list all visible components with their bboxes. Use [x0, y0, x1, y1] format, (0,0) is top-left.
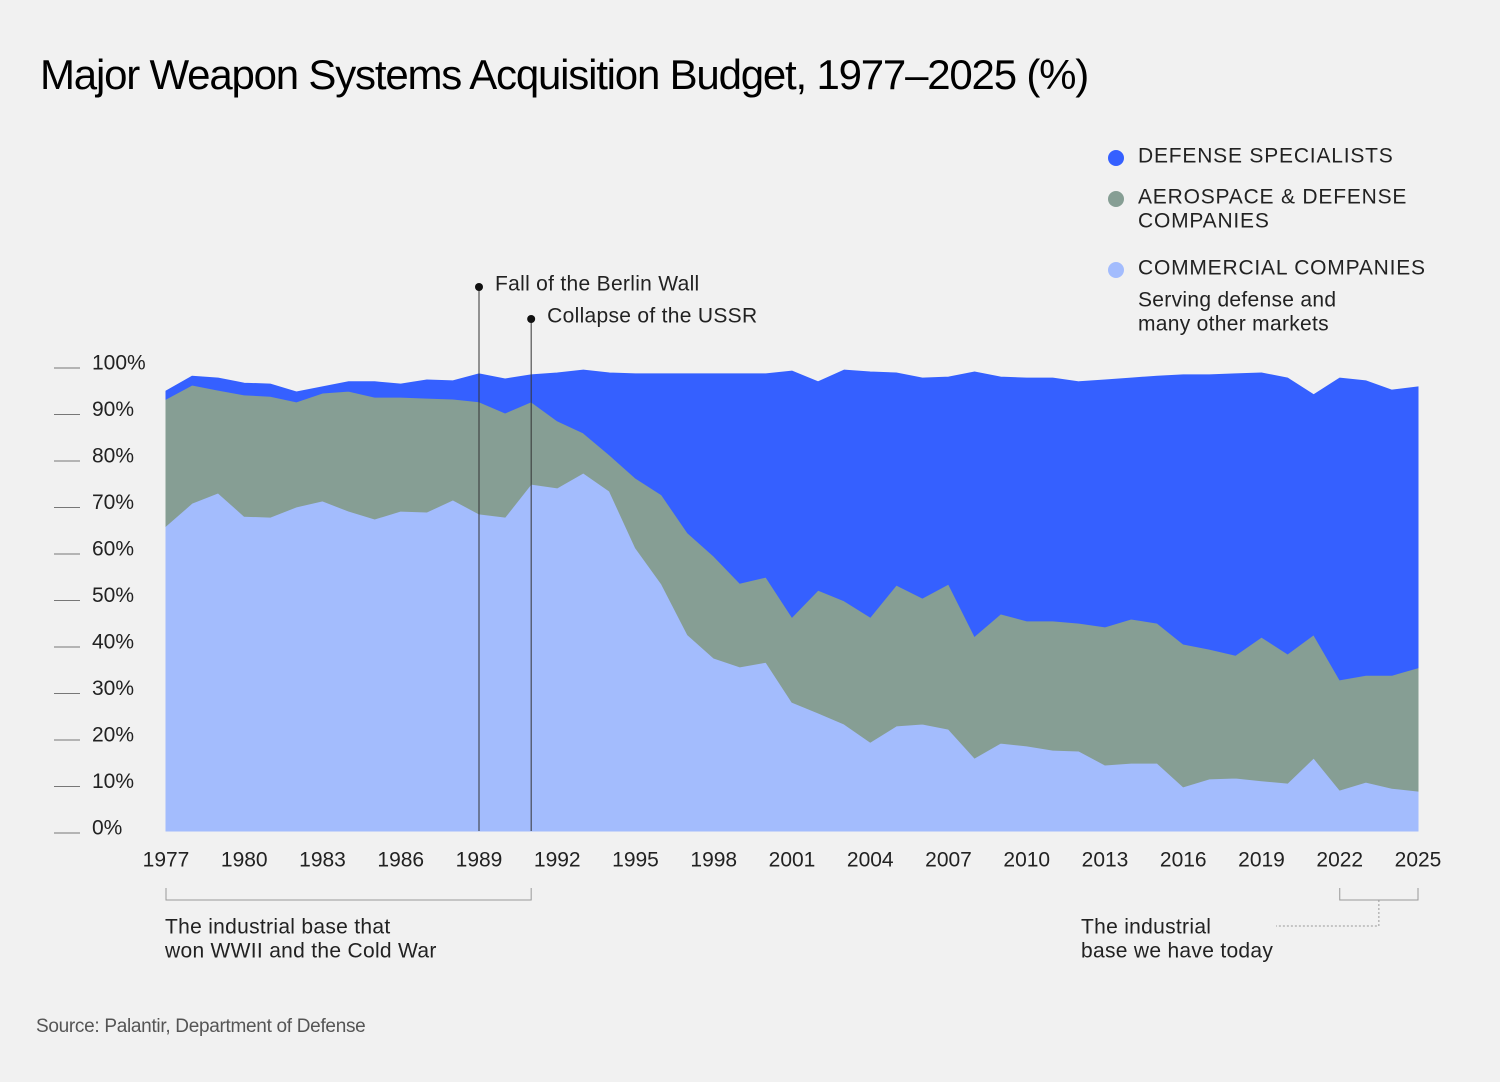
- legend-label: COMPANIES: [1138, 210, 1270, 233]
- annotation-dot: [527, 315, 536, 323]
- source: Source: Palantir, Department of Defense: [36, 1016, 365, 1037]
- x-tick-label: 1995: [612, 849, 659, 872]
- x-tick-label: 2019: [1238, 849, 1285, 872]
- y-tick-label: 0%: [92, 817, 122, 840]
- y-tick-label: 40%: [92, 631, 134, 654]
- bracket-text: The industrial: [1081, 916, 1211, 939]
- y-tick-label: 10%: [92, 770, 134, 793]
- x-tick-label: 2022: [1316, 849, 1363, 872]
- bracket: [165, 888, 532, 901]
- legend-label: COMMERCIAL COMPANIES: [1138, 257, 1426, 280]
- x-tick-label: 1980: [221, 849, 268, 872]
- legend-label: AEROSPACE & DEFENSE: [1138, 186, 1407, 209]
- y-tick-label: 60%: [92, 538, 134, 561]
- y-tick-label: 50%: [92, 584, 134, 607]
- area: [165, 369, 1419, 681]
- x-tick-label: 2007: [925, 849, 972, 872]
- bracket-text: won WWII and the Cold War: [164, 940, 437, 963]
- x-tick-label: 2001: [769, 849, 816, 872]
- annotation-text: Fall of the Berlin Wall: [495, 273, 700, 296]
- x-tick-label: 2013: [1082, 849, 1129, 872]
- y-tick-label: 20%: [92, 724, 134, 747]
- y-tick-label: 80%: [92, 445, 134, 468]
- y-tick-label: 100%: [92, 352, 146, 375]
- x-tick-label: 2016: [1160, 849, 1207, 872]
- x-tick-label: 1998: [690, 849, 737, 872]
- legend-description: Serving defense and: [1138, 289, 1336, 312]
- y-tick-label: 30%: [92, 677, 134, 700]
- y-tick-label: 90%: [92, 398, 134, 421]
- bracket-leader: [1276, 900, 1380, 927]
- legend-marker: [1108, 191, 1124, 207]
- legend-marker: [1108, 262, 1124, 278]
- bracket-text: base we have today: [1081, 940, 1273, 963]
- bracket-text: The industrial base that: [165, 916, 391, 939]
- legend-marker: [1108, 150, 1124, 166]
- x-tick-label: 2004: [847, 849, 894, 872]
- x-tick-label: 1989: [456, 849, 503, 872]
- annotation-text: Collapse of the USSR: [547, 305, 757, 328]
- chart-title: Major Weapon Systems Acquisition Budget,…: [40, 51, 1088, 98]
- legend-description: many other markets: [1138, 313, 1329, 336]
- x-tick-label: 1983: [299, 849, 346, 872]
- x-tick-label: 2010: [1003, 849, 1050, 872]
- legend-label: DEFENSE SPECIALISTS: [1138, 145, 1394, 168]
- x-tick-label: 2025: [1395, 849, 1442, 872]
- x-tick-label: 1992: [534, 849, 581, 872]
- x-tick-label: 1986: [377, 849, 424, 872]
- y-tick-label: 70%: [92, 491, 134, 514]
- x-tick-label: 1977: [143, 849, 190, 872]
- annotation-dot: [475, 283, 483, 291]
